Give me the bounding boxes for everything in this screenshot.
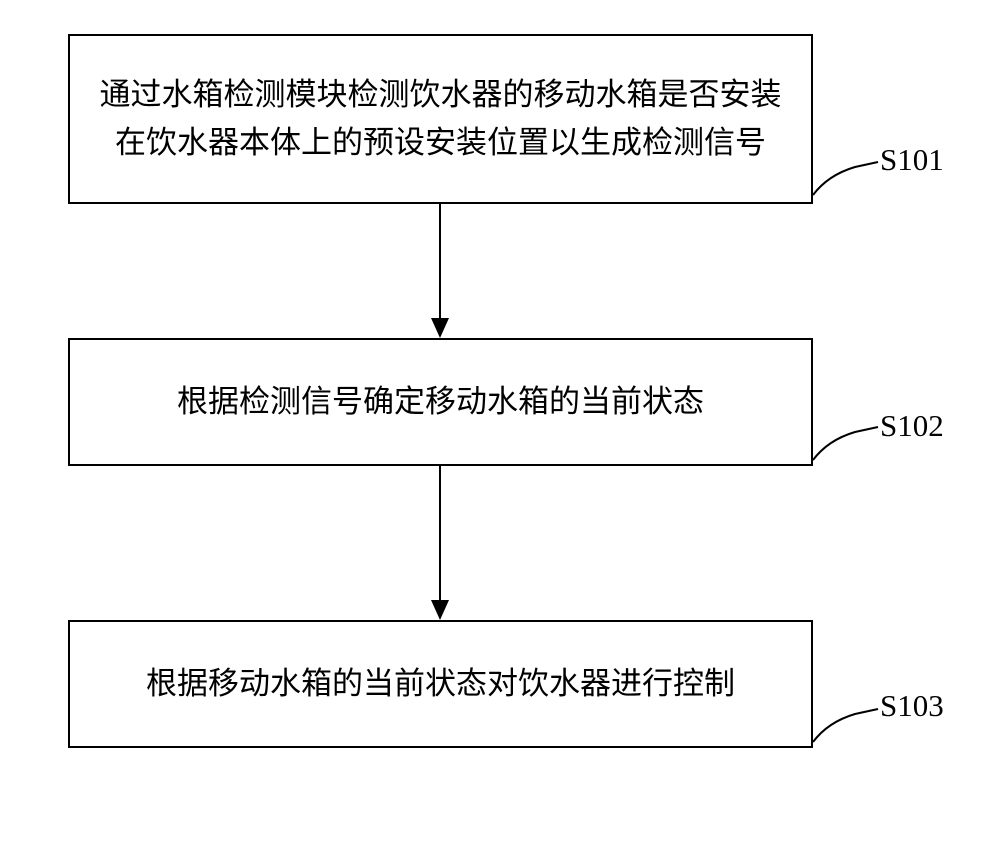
connector-path-2 [813,427,878,460]
connector-path-1 [813,162,878,195]
arrow-head-1 [431,318,449,338]
connector-curve-1 [0,0,1000,863]
flowchart-container: 通过水箱检测模块检测饮水器的移动水箱是否安装在饮水器本体上的预设安装位置以生成检… [0,0,1000,863]
arrow-line-1 [439,204,441,318]
arrow-head-2 [431,600,449,620]
connector-path-3 [813,709,878,742]
arrow-line-2 [439,466,441,600]
